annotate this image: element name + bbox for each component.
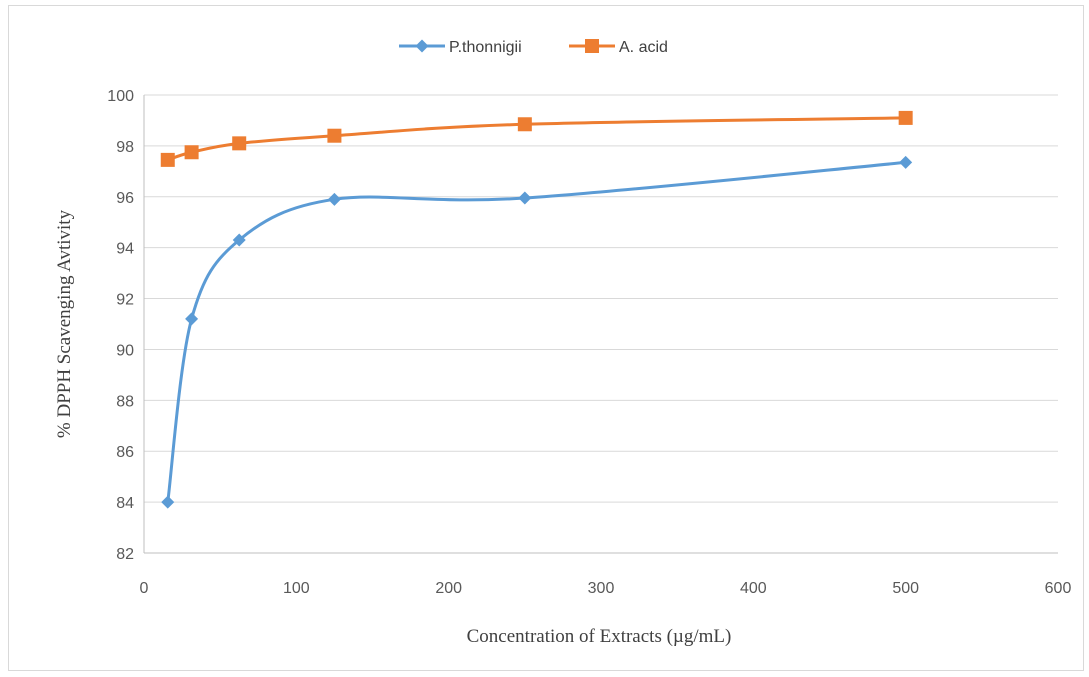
series-line-p-thonnigii [166,160,906,503]
x-tick-label: 100 [283,580,310,597]
x-tick-label: 200 [435,580,462,597]
gridlines [144,94,1058,503]
data-point-p-thonnigii [518,191,532,205]
data-point-p-thonnigii [899,155,913,169]
y-axis-title: % DPPH Scavenging Avtivity [54,209,75,438]
data-point-a-acid [160,152,175,167]
data-point-a-acid [232,136,247,151]
legend-label-a-acid: A. acid [619,39,668,56]
legend-label-p-thonnigii: P.thonnigii [449,39,522,56]
data-point-a-acid [517,117,532,132]
y-tick-label: 88 [116,393,134,410]
data-point-p-thonnigii [232,233,246,247]
data-point-p-thonnigii [161,495,175,509]
legend-marker-p-thonnigii [415,39,429,53]
data-point-a-acid [184,145,199,160]
x-tick-label: 0 [140,580,149,597]
y-tick-label: 94 [116,241,134,258]
y-tick-label: 92 [116,292,134,309]
y-tick-label: 90 [116,342,134,359]
series-group [160,110,913,509]
y-tick-label: 100 [107,88,134,105]
legend: P.thonnigii A. acid [399,39,668,56]
x-tick-label: 600 [1045,580,1072,597]
x-tick-label: 300 [588,580,615,597]
y-tick-label: 86 [116,444,134,461]
y-tick-label: 84 [116,495,134,512]
legend-marker-a-acid [585,39,599,53]
y-tick-label: 96 [116,190,134,207]
y-tick-label: 98 [116,139,134,156]
x-axis-title: Concentration of Extracts (µg/mL) [467,626,732,647]
x-tick-label: 500 [892,580,919,597]
series-line-a-acid [167,116,906,162]
y-tick-labels: 82 84 86 88 90 92 94 96 98 100 [107,88,134,563]
data-point-a-acid [327,128,342,143]
y-tick-label: 82 [116,546,134,563]
x-tick-labels: 0 100 200 300 400 500 600 [140,580,1072,597]
axes [143,95,1058,554]
data-point-p-thonnigii [185,312,199,326]
data-point-a-acid [898,110,913,125]
x-tick-label: 400 [740,580,767,597]
data-point-p-thonnigii [327,192,341,206]
